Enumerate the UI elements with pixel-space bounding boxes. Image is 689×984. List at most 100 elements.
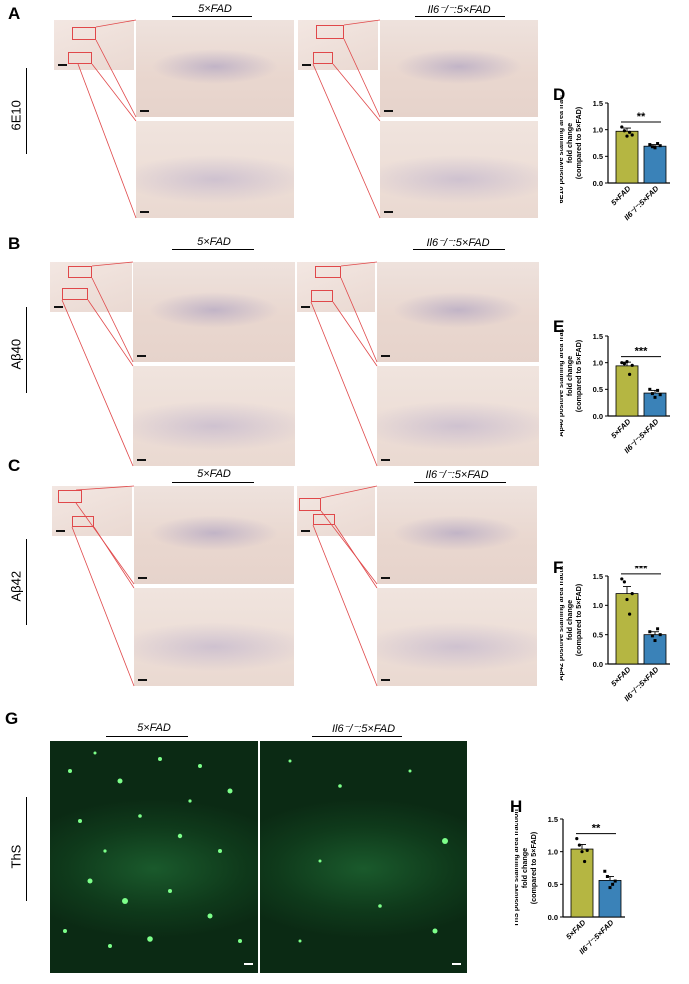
data-point xyxy=(630,592,634,596)
scale-bar xyxy=(56,530,65,532)
scale-bar xyxy=(381,459,390,461)
data-point xyxy=(658,633,662,637)
zoom-box xyxy=(311,290,333,302)
stain-bracket xyxy=(26,797,28,901)
data-point xyxy=(580,850,584,854)
zoom-box xyxy=(68,266,92,278)
scale-bar xyxy=(137,355,146,357)
data-point xyxy=(656,388,660,392)
scale-bar xyxy=(140,110,149,112)
ths-fluorescence-image xyxy=(50,741,258,973)
data-point xyxy=(608,886,612,890)
significance-stars: ** xyxy=(637,111,646,123)
significance-stars: ** xyxy=(592,823,601,835)
data-point xyxy=(605,874,609,878)
data-point xyxy=(611,882,615,886)
bar xyxy=(598,880,622,918)
scale-bar xyxy=(58,64,67,66)
group-underline xyxy=(414,482,506,484)
scale-bar xyxy=(452,963,461,965)
data-point xyxy=(585,848,589,852)
group-underline xyxy=(172,482,254,484)
zoom-box xyxy=(316,25,344,39)
bar xyxy=(615,130,639,184)
ihc-zoom-image xyxy=(377,262,539,362)
ths-fluorescence-image xyxy=(260,741,467,973)
scale-bar xyxy=(138,577,147,579)
bar-chart-D: 6E10 positive staining area fractionfold… xyxy=(560,95,670,222)
data-point xyxy=(650,145,654,149)
ihc-zoom-image xyxy=(133,366,295,466)
zoom-box xyxy=(313,52,333,64)
data-point xyxy=(583,859,587,864)
stain-bracket xyxy=(26,307,28,393)
y-tick-label: 0.0 xyxy=(593,660,603,669)
plaque-dots xyxy=(288,759,448,943)
data-point xyxy=(656,142,660,146)
data-point xyxy=(628,612,632,616)
ihc-zoom-image xyxy=(377,588,537,686)
y-axis-label-line: (compared to 5×FAD) xyxy=(574,583,583,656)
data-point xyxy=(650,392,654,396)
y-tick-label: 0.5 xyxy=(593,385,603,394)
data-point xyxy=(650,634,654,638)
ihc-zoom-image xyxy=(134,486,294,584)
y-tick-label: 1.5 xyxy=(548,815,558,824)
scale-bar xyxy=(302,64,311,66)
bar-chart-H: ThS positive staining area fractionfold … xyxy=(515,809,625,956)
data-point xyxy=(625,134,629,138)
scale-bar xyxy=(384,211,393,213)
data-point xyxy=(628,130,632,134)
y-axis-label: ThS positive staining area fractionfold … xyxy=(515,809,538,926)
data-point xyxy=(613,879,617,883)
data-point xyxy=(656,627,660,631)
ihc-zoom-image xyxy=(136,20,294,117)
y-axis-label-line: Aβ40 positive staining area fraction xyxy=(560,328,565,437)
panel-label-D: D xyxy=(553,85,566,104)
panel-label-H: H xyxy=(510,797,523,816)
y-tick-label: 1.0 xyxy=(593,601,603,610)
x-category-label: 5×FAD xyxy=(609,184,633,208)
y-tick-label: 0.5 xyxy=(593,152,603,161)
zoom-box xyxy=(68,52,92,64)
group-label-wt: 5×FAD xyxy=(137,722,171,734)
bar xyxy=(643,145,667,184)
ihc-zoom-image xyxy=(136,121,294,218)
group-underline xyxy=(415,16,505,18)
y-tick-label: 1.5 xyxy=(593,99,603,108)
scale-bar xyxy=(54,306,63,308)
ihc-zoom-image xyxy=(133,262,295,362)
data-point xyxy=(577,843,581,847)
y-axis-label: Aβ40 positive staining area fractionfold… xyxy=(560,328,583,437)
group-label-ko: Il6⁻/⁻:5×FAD xyxy=(425,469,489,481)
x-category-label: 5×FAD xyxy=(564,918,588,942)
stain-label-ThS: ThS xyxy=(8,844,24,869)
y-axis-label: 6E10 positive staining area fractionfold… xyxy=(560,95,583,203)
y-axis-label-line: (compared to 5×FAD) xyxy=(574,339,583,412)
data-point xyxy=(648,630,652,634)
data-point xyxy=(620,125,624,129)
data-point xyxy=(658,393,662,397)
ihc-zoom-image xyxy=(380,20,538,117)
panel-label-E: E xyxy=(553,317,565,336)
bar xyxy=(643,634,667,665)
group-underline xyxy=(413,249,505,251)
zoom-box xyxy=(299,498,321,511)
y-tick-label: 1.0 xyxy=(593,125,603,134)
significance-stars: *** xyxy=(635,346,649,358)
overview-image xyxy=(54,20,134,70)
scale-bar xyxy=(381,355,390,357)
y-axis-label-line: Aβ42 positive staining area fraction xyxy=(560,566,565,681)
scale-bar xyxy=(381,577,390,579)
data-point xyxy=(622,129,626,133)
data-point xyxy=(653,395,657,399)
panel-label-A: A xyxy=(8,4,21,23)
y-axis-label-line: fold change xyxy=(565,123,574,163)
stain-bracket xyxy=(26,539,28,625)
bar xyxy=(570,848,594,918)
y-tick-label: 1.0 xyxy=(593,358,603,367)
y-axis-label-line: fold change xyxy=(565,356,574,396)
scale-bar xyxy=(244,963,253,965)
group-label-ko: Il6⁻/⁻:5×FAD xyxy=(331,723,396,735)
data-point xyxy=(620,361,624,365)
